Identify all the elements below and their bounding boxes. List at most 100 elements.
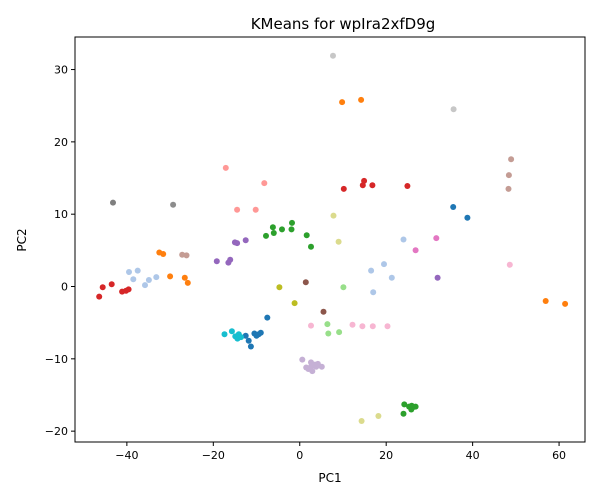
cluster-5-point [336, 329, 343, 336]
cluster-9-point [318, 363, 325, 370]
cluster-4-point [270, 230, 277, 236]
cluster-7-point [222, 164, 229, 171]
cluster-4-point [401, 401, 408, 408]
x-tick-label: 60 [552, 449, 566, 462]
x-tick-label: −40 [115, 449, 138, 462]
cluster-8-point [242, 237, 249, 244]
cluster-12-point [412, 247, 419, 254]
cluster-4-point [308, 243, 314, 250]
cluster-17-point [335, 238, 342, 245]
cluster-16-point [291, 300, 298, 307]
cluster-2-point [184, 279, 191, 286]
cluster-15-point [450, 106, 457, 113]
cluster-0-point [264, 314, 271, 321]
cluster-11-point [505, 172, 512, 179]
cluster-9-point [313, 363, 320, 370]
cluster-17-point [375, 413, 382, 419]
x-tick-label: −20 [202, 449, 225, 462]
cluster-0-point [242, 332, 249, 339]
cluster-11-point [505, 185, 512, 192]
cluster-17-point [358, 418, 365, 424]
cluster-4-point [303, 232, 310, 239]
cluster-17-point [330, 212, 337, 219]
cluster-13-point [506, 261, 513, 268]
cluster-5-point [340, 284, 347, 291]
cluster-6-point [340, 185, 347, 192]
cluster-20-point [170, 201, 177, 208]
x-tick-label: 0 [296, 449, 303, 462]
cluster-2-point [358, 96, 365, 103]
cluster-4-point [412, 403, 419, 410]
cluster-6-point [108, 281, 115, 288]
cluster-2-point [181, 274, 188, 281]
cluster-13-point [349, 321, 356, 328]
cluster-1-point [142, 282, 148, 289]
cluster-1-point [388, 274, 395, 281]
cluster-8-point [227, 256, 234, 263]
x-tick-label: 40 [466, 449, 480, 462]
cluster-8-point [213, 258, 220, 265]
cluster-13-point [369, 323, 376, 330]
cluster-1-point [370, 289, 377, 296]
cluster-4-point [269, 224, 276, 231]
cluster-11-point [183, 252, 190, 259]
cluster-4-point [288, 226, 295, 233]
cluster-4-point [279, 226, 285, 233]
cluster-4-point [289, 219, 295, 226]
x-tick-label: 20 [379, 449, 393, 462]
cluster-6-point [99, 284, 106, 291]
plot-area [74, 36, 586, 443]
cluster-5-point [324, 321, 331, 328]
cluster-16-point [276, 284, 283, 291]
x-axis-label: PC1 [318, 471, 341, 485]
cluster-1-point [145, 277, 152, 283]
cluster-1-point [130, 276, 137, 283]
cluster-14-point [110, 199, 116, 206]
y-axis: −20 −10 0 10 20 30 [45, 64, 75, 438]
y-tick-label: 10 [54, 208, 68, 221]
cluster-5-point [325, 330, 332, 337]
cluster-0-point [450, 204, 457, 210]
cluster-1-point [368, 267, 375, 274]
y-tick-label: 20 [54, 136, 68, 149]
cluster-1-point [126, 269, 132, 275]
cluster-8-point [234, 240, 241, 247]
chart-title: KMeans for wpIra2xfD9g [251, 15, 436, 33]
cluster-18-point [228, 328, 235, 335]
cluster-10-point [302, 279, 309, 286]
cluster-6-point [404, 183, 411, 189]
cluster-2-point [542, 298, 549, 304]
cluster-2-point [167, 273, 174, 280]
cluster-2-point [339, 99, 346, 106]
cluster-13-point [359, 323, 366, 330]
cluster-9-point [299, 356, 306, 363]
cluster-4-point [408, 406, 415, 413]
cluster-9-point [308, 359, 314, 366]
cluster-4-point [400, 410, 407, 417]
cluster-18-point [238, 334, 244, 341]
cluster-0-point [247, 343, 254, 350]
cluster-13-point [384, 323, 391, 330]
y-tick-label: 0 [61, 281, 68, 294]
cluster-15-point [330, 52, 336, 59]
cluster-13-point [308, 322, 314, 329]
cluster-7-point [252, 206, 259, 213]
cluster-1-point [381, 261, 387, 268]
x-axis: −40 −20 0 20 40 60 [115, 442, 566, 462]
cluster-12-point [433, 235, 440, 242]
scatter-points [96, 52, 569, 424]
y-tick-label: 30 [54, 64, 68, 77]
cluster-11-point [508, 156, 515, 163]
cluster-9-point [309, 368, 316, 375]
cluster-7-point [234, 206, 241, 213]
cluster-1-point [400, 236, 407, 243]
cluster-6-point [96, 293, 103, 300]
y-tick-label: −10 [45, 353, 68, 366]
cluster-1-point [153, 274, 160, 281]
cluster-6-point [125, 286, 132, 293]
cluster-6-point [361, 177, 368, 184]
cluster-0-point [245, 337, 252, 344]
cluster-4-point [263, 232, 269, 239]
cluster-2-point [160, 251, 167, 257]
